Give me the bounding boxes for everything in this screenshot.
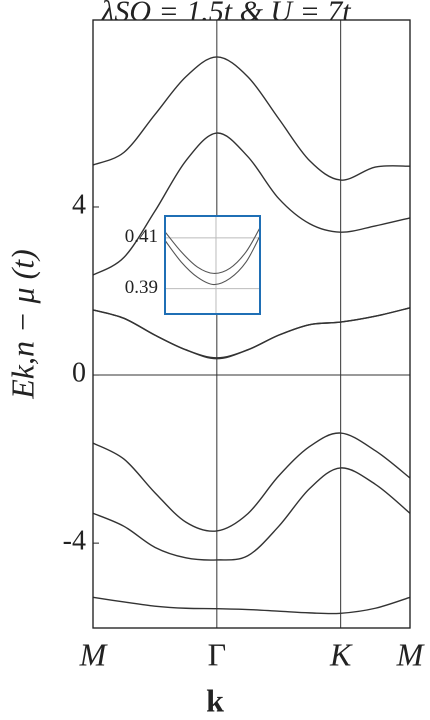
band-line [92,132,411,276]
plot-area [92,19,411,629]
band-line [92,56,411,181]
band-line [92,432,411,532]
y-tick-label: 0 [72,357,86,388]
x-tick-label: M [79,636,109,672]
y-tick-label: 0.39 [125,277,158,298]
plot-area [164,215,261,315]
x-tick-label: M [396,636,426,672]
plot-frame [164,215,261,315]
band-line [164,227,261,274]
x-tick-label: K [329,636,353,672]
y-tick-label: 0.41 [125,226,158,247]
y-axis-label: Ek,n − μ (t) [4,249,40,400]
band-line [92,307,411,360]
x-axis-label: k [206,682,224,718]
x-tick-label: Γ [208,636,227,672]
band-line [92,467,411,561]
band-line [164,235,261,286]
y-tick-label: 4 [72,189,86,220]
band-line [92,596,411,615]
y-tick-label: -4 [63,526,86,557]
plot-frame [92,19,411,629]
